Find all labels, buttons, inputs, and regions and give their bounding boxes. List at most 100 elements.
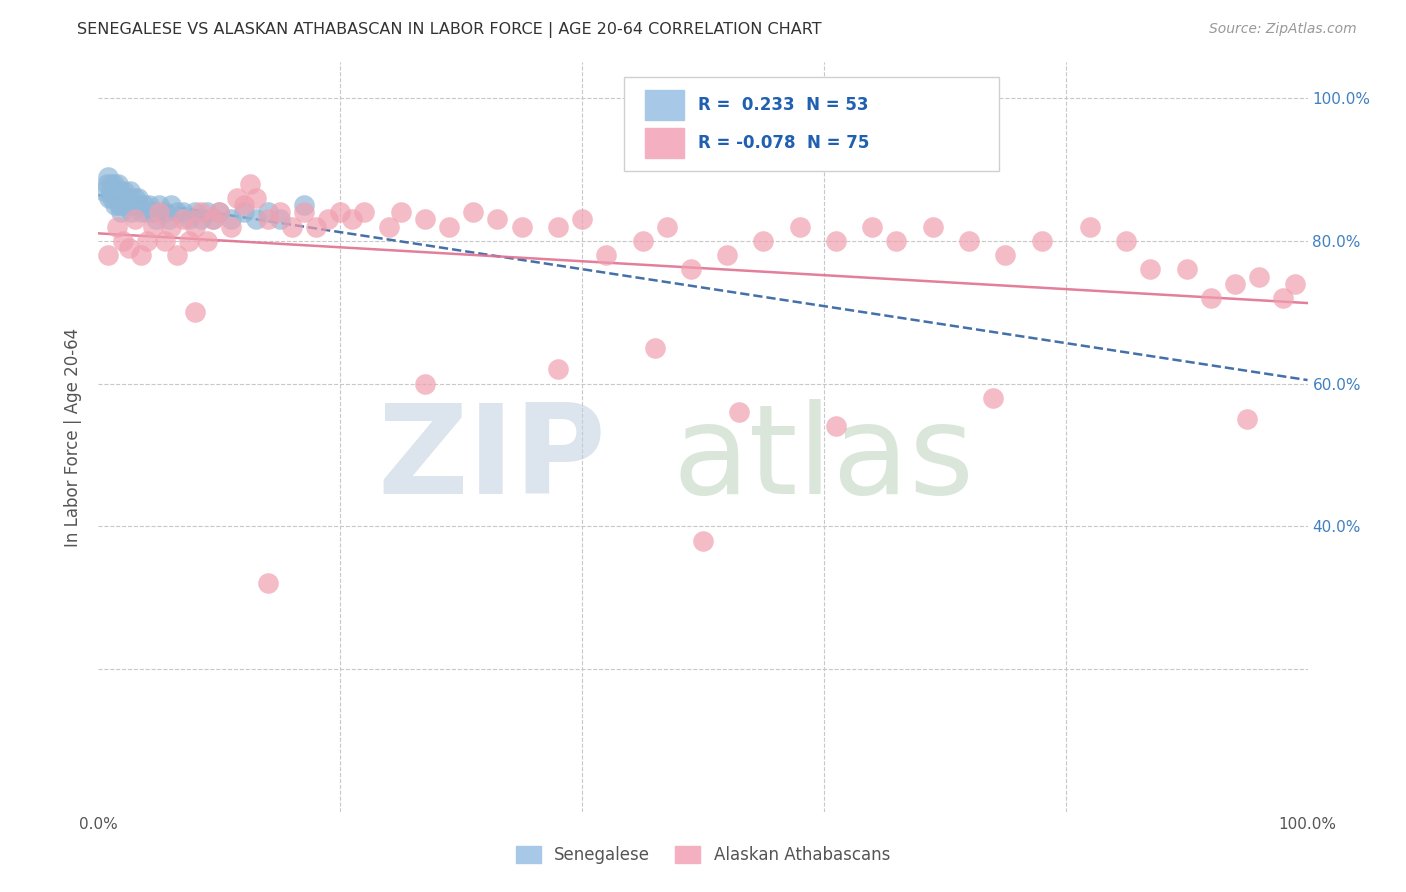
Point bbox=[166, 205, 188, 219]
Point bbox=[129, 205, 152, 219]
Point bbox=[142, 205, 165, 219]
Point bbox=[184, 205, 207, 219]
Point bbox=[134, 198, 156, 212]
Point bbox=[825, 419, 848, 434]
Point bbox=[202, 212, 225, 227]
Point bbox=[101, 184, 124, 198]
Point bbox=[153, 234, 176, 248]
Point bbox=[184, 219, 207, 234]
FancyBboxPatch shape bbox=[624, 78, 1000, 171]
Point bbox=[679, 262, 702, 277]
Point bbox=[377, 219, 399, 234]
Text: SENEGALESE VS ALASKAN ATHABASCAN IN LABOR FORCE | AGE 20-64 CORRELATION CHART: SENEGALESE VS ALASKAN ATHABASCAN IN LABO… bbox=[77, 22, 823, 38]
Point bbox=[269, 205, 291, 219]
Point bbox=[108, 184, 131, 198]
Text: R = -0.078  N = 75: R = -0.078 N = 75 bbox=[699, 134, 869, 152]
Point bbox=[98, 191, 121, 205]
Point bbox=[547, 362, 569, 376]
Point bbox=[239, 177, 262, 191]
Point bbox=[135, 205, 157, 219]
Point bbox=[342, 212, 364, 227]
Point bbox=[860, 219, 883, 234]
Point bbox=[245, 191, 267, 205]
Point bbox=[655, 219, 678, 234]
Point bbox=[124, 191, 146, 205]
Point bbox=[153, 205, 176, 219]
Point bbox=[256, 212, 278, 227]
Point bbox=[1031, 234, 1053, 248]
Point bbox=[1175, 262, 1198, 277]
Point bbox=[281, 219, 304, 234]
Point bbox=[96, 177, 118, 191]
Point bbox=[389, 205, 412, 219]
Point bbox=[127, 198, 149, 212]
Point bbox=[124, 212, 146, 227]
Point bbox=[160, 219, 183, 234]
Y-axis label: In Labor Force | Age 20-64: In Labor Force | Age 20-64 bbox=[65, 327, 83, 547]
Point bbox=[115, 198, 138, 212]
Point bbox=[105, 184, 128, 198]
Point bbox=[329, 205, 352, 219]
Point bbox=[148, 198, 170, 212]
FancyBboxPatch shape bbox=[645, 90, 683, 120]
Point bbox=[208, 205, 231, 219]
Point bbox=[886, 234, 908, 248]
Point bbox=[957, 234, 980, 248]
Point bbox=[245, 212, 267, 227]
Point bbox=[1249, 269, 1271, 284]
Point bbox=[190, 205, 212, 219]
Point bbox=[994, 248, 1017, 262]
Point bbox=[547, 219, 569, 234]
Point bbox=[100, 191, 122, 205]
Text: ZIP: ZIP bbox=[378, 399, 606, 520]
Point bbox=[1272, 291, 1295, 305]
Point bbox=[1223, 277, 1246, 291]
Point bbox=[190, 212, 212, 227]
Point bbox=[692, 533, 714, 548]
Point bbox=[148, 205, 170, 219]
Point bbox=[1078, 219, 1101, 234]
Point bbox=[145, 212, 167, 227]
Point bbox=[1284, 277, 1306, 291]
Point bbox=[93, 184, 115, 198]
Point bbox=[292, 205, 315, 219]
Point bbox=[172, 212, 194, 227]
Point bbox=[292, 198, 315, 212]
Point bbox=[100, 184, 122, 198]
Point bbox=[103, 177, 125, 191]
Point bbox=[97, 169, 120, 184]
Point bbox=[202, 212, 225, 227]
Point bbox=[789, 219, 811, 234]
Point bbox=[114, 191, 136, 205]
Point bbox=[108, 191, 131, 205]
Point bbox=[716, 248, 738, 262]
Point bbox=[111, 191, 134, 205]
Point bbox=[108, 198, 131, 212]
Point bbox=[112, 184, 135, 198]
Point bbox=[269, 212, 291, 227]
Point bbox=[110, 205, 132, 219]
Point bbox=[195, 205, 218, 219]
Point bbox=[184, 305, 207, 319]
Point bbox=[118, 241, 141, 255]
FancyBboxPatch shape bbox=[645, 128, 683, 158]
Point bbox=[107, 177, 129, 191]
Point bbox=[1115, 234, 1137, 248]
Point bbox=[97, 248, 120, 262]
Point bbox=[486, 212, 509, 227]
Point bbox=[413, 212, 436, 227]
Point bbox=[752, 234, 775, 248]
Point bbox=[120, 205, 142, 219]
Point bbox=[100, 177, 122, 191]
Point bbox=[316, 212, 339, 227]
Point bbox=[437, 219, 460, 234]
Point bbox=[631, 234, 654, 248]
Point bbox=[571, 212, 593, 227]
Point bbox=[305, 219, 328, 234]
Point bbox=[179, 234, 201, 248]
Legend: Senegalese, Alaskan Athabascans: Senegalese, Alaskan Athabascans bbox=[509, 839, 897, 871]
Point bbox=[921, 219, 943, 234]
Point bbox=[111, 234, 134, 248]
Point bbox=[232, 198, 254, 212]
Point bbox=[157, 212, 180, 227]
